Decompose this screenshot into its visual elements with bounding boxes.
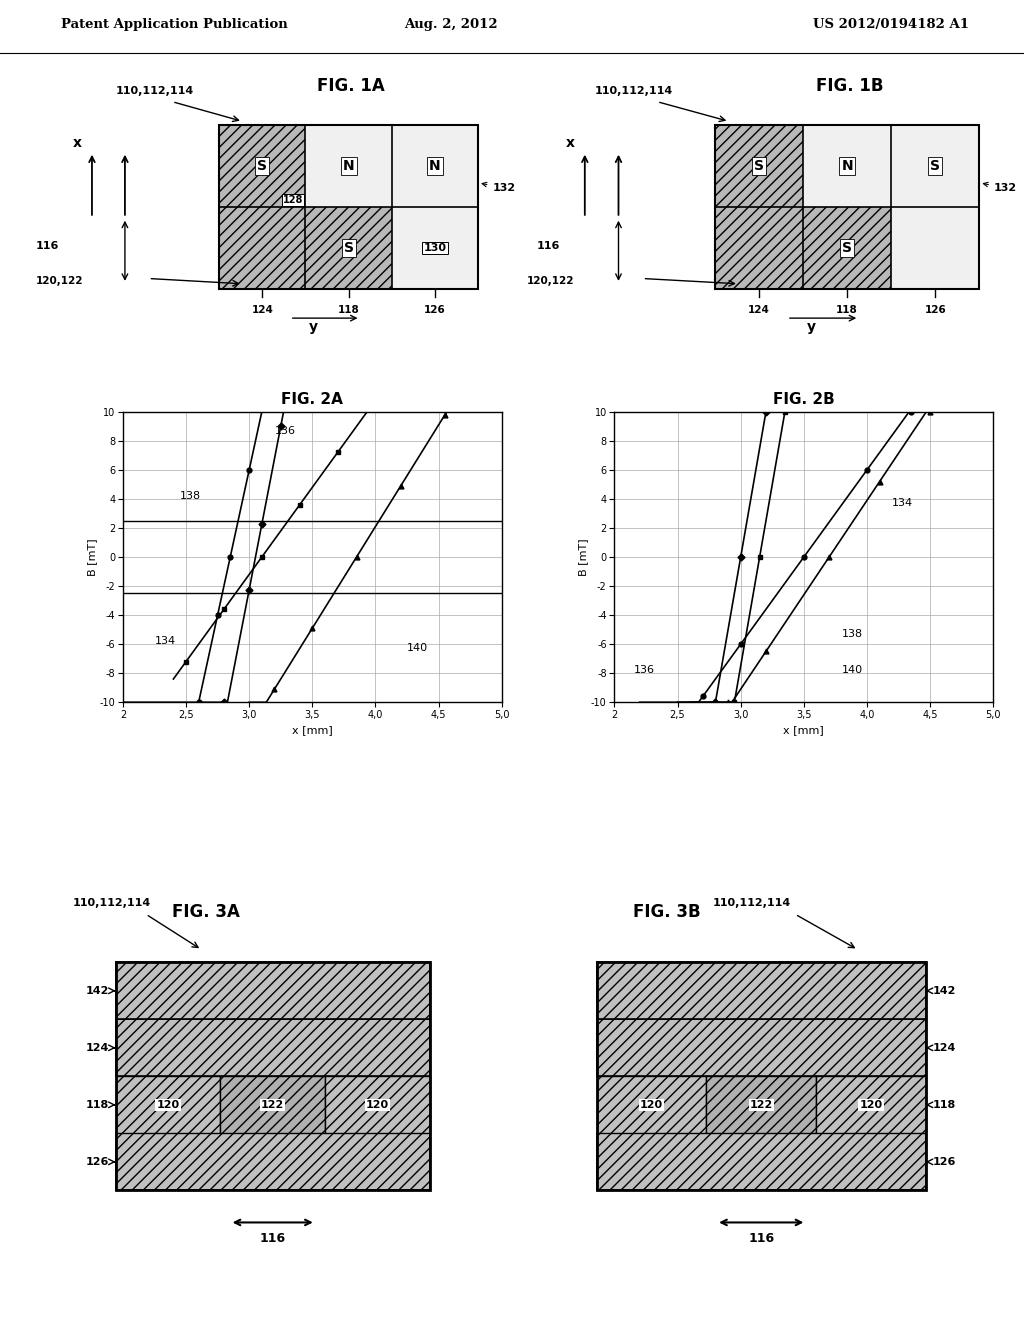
Bar (116, 962, 430, 1019)
Bar (325, 1076, 430, 1134)
Text: 126: 126 (933, 1156, 955, 1167)
Bar (392, 125, 478, 207)
Text: 136: 136 (633, 665, 654, 676)
Text: 116: 116 (260, 1232, 286, 1245)
Bar (597, 1019, 926, 1076)
Bar (597, 1076, 707, 1134)
Text: 142: 142 (933, 986, 955, 995)
Bar (305, 125, 392, 207)
Text: y: y (807, 321, 815, 334)
Text: 124: 124 (86, 1043, 110, 1053)
Text: 110,112,114: 110,112,114 (713, 898, 791, 908)
Text: 140: 140 (408, 643, 428, 653)
Text: 138: 138 (842, 628, 863, 639)
Text: N: N (429, 160, 441, 173)
X-axis label: x [mm]: x [mm] (292, 726, 333, 735)
Text: FIG. 1A: FIG. 1A (317, 77, 385, 95)
Text: 126: 126 (424, 305, 445, 315)
Text: 118: 118 (86, 1100, 110, 1110)
Text: FIG. 2A: FIG. 2A (282, 392, 343, 407)
Bar (715, 125, 803, 207)
Bar (116, 1019, 430, 1076)
Text: 134: 134 (892, 498, 913, 508)
Text: 118: 118 (837, 305, 858, 315)
Text: FIG. 2B: FIG. 2B (773, 392, 835, 407)
Text: FIG. 1B: FIG. 1B (816, 77, 884, 95)
Bar (116, 962, 430, 1191)
Text: y: y (309, 321, 317, 334)
Text: S: S (257, 160, 267, 173)
Text: 110,112,114: 110,112,114 (73, 898, 151, 908)
Bar (219, 125, 305, 207)
Text: S: S (931, 160, 940, 173)
Text: 124: 124 (748, 305, 770, 315)
Text: Aug. 2, 2012: Aug. 2, 2012 (403, 18, 498, 32)
Text: x: x (73, 136, 82, 149)
Text: 136: 136 (274, 425, 296, 436)
Text: 130: 130 (424, 243, 446, 253)
Text: x: x (565, 136, 574, 149)
Bar (715, 125, 979, 289)
Text: 126: 126 (925, 305, 946, 315)
Bar (116, 1134, 430, 1191)
Text: 126: 126 (86, 1156, 110, 1167)
Text: N: N (842, 160, 853, 173)
Text: 128: 128 (283, 194, 303, 205)
Text: 120: 120 (859, 1100, 883, 1110)
Y-axis label: B [mT]: B [mT] (87, 539, 96, 576)
Text: 116: 116 (537, 242, 560, 252)
Bar (707, 1076, 816, 1134)
Text: 140: 140 (842, 665, 863, 676)
Text: 110,112,114: 110,112,114 (594, 86, 673, 96)
Bar (715, 207, 803, 289)
Bar (803, 125, 891, 207)
Bar (597, 962, 926, 1191)
Text: 110,112,114: 110,112,114 (116, 86, 194, 96)
Text: 122: 122 (261, 1100, 285, 1110)
Text: 116: 116 (36, 242, 58, 252)
Text: 134: 134 (155, 636, 175, 647)
Bar (116, 1076, 220, 1134)
Y-axis label: B [mT]: B [mT] (579, 539, 588, 576)
Text: FIG. 3A: FIG. 3A (172, 903, 240, 921)
Text: 138: 138 (180, 491, 201, 502)
Text: 132: 132 (983, 182, 1017, 194)
Text: 118: 118 (933, 1100, 955, 1110)
Bar (219, 125, 478, 289)
Text: 120: 120 (157, 1100, 179, 1110)
Text: S: S (754, 160, 764, 173)
Text: FIG. 3B: FIG. 3B (633, 903, 700, 921)
Text: 116: 116 (749, 1232, 774, 1245)
X-axis label: x [mm]: x [mm] (783, 726, 824, 735)
Bar (891, 125, 979, 207)
Text: 122: 122 (750, 1100, 773, 1110)
Text: 124: 124 (933, 1043, 955, 1053)
Text: S: S (344, 242, 353, 255)
Text: S: S (842, 242, 852, 255)
Text: 120,122: 120,122 (527, 276, 574, 286)
Bar (597, 962, 926, 1019)
Bar (219, 207, 305, 289)
Bar (803, 207, 891, 289)
Bar (891, 207, 979, 289)
Text: 120: 120 (366, 1100, 389, 1110)
Bar (220, 1076, 325, 1134)
Text: 142: 142 (86, 986, 110, 995)
Text: 120,122: 120,122 (36, 276, 83, 286)
Bar (597, 1134, 926, 1191)
Text: 124: 124 (251, 305, 273, 315)
Text: Patent Application Publication: Patent Application Publication (61, 18, 288, 32)
Bar (816, 1076, 926, 1134)
Text: US 2012/0194182 A1: US 2012/0194182 A1 (813, 18, 969, 32)
Bar (305, 207, 392, 289)
Text: 132: 132 (482, 182, 515, 194)
Text: 120: 120 (640, 1100, 664, 1110)
Text: N: N (343, 160, 354, 173)
Text: 118: 118 (338, 305, 359, 315)
Bar (392, 207, 478, 289)
